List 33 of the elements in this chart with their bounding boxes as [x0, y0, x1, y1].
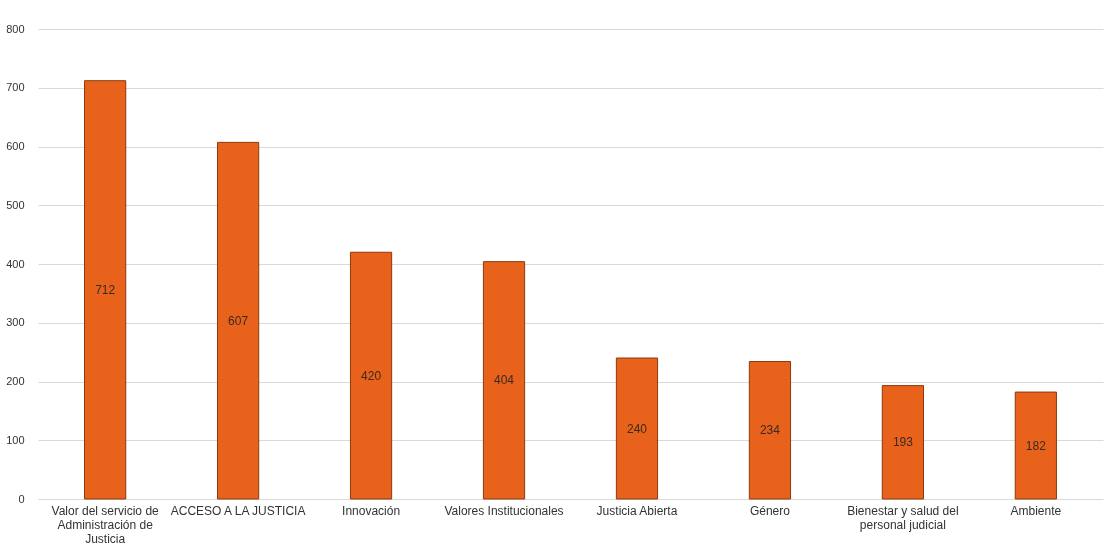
- x-tick-label: Ambiente: [1010, 503, 1062, 518]
- data-label: 420: [361, 368, 382, 383]
- x-tick-label: Valores Institucionales: [444, 503, 564, 518]
- data-label: 607: [228, 313, 249, 328]
- bar: [748, 361, 792, 500]
- y-tick-label: 300: [6, 316, 25, 329]
- y-tick-label: 700: [6, 81, 25, 94]
- x-tick-label: Género: [749, 503, 791, 518]
- data-label: 193: [892, 435, 914, 450]
- x-tick-label: ACCESO A LA JUSTICIA: [170, 503, 306, 518]
- x-tick-label: Bienestar y salud del personal judicial: [847, 503, 959, 532]
- x-tick-label: Innovación: [342, 503, 401, 518]
- y-tick-label: 400: [6, 257, 25, 270]
- bar: [881, 385, 925, 500]
- data-label: 240: [626, 421, 648, 436]
- bar: [216, 141, 260, 500]
- y-tick-label: 0: [18, 492, 25, 505]
- data-label: 182: [1025, 438, 1047, 453]
- data-label: 234: [759, 423, 781, 438]
- y-tick-label: 100: [6, 433, 25, 446]
- y-tick-label: 800: [6, 22, 25, 35]
- y-tick-label: 200: [6, 375, 25, 387]
- data-label: 404: [494, 373, 515, 388]
- x-tick-label: Valor del servicio de Administración de Justicia: [51, 503, 160, 546]
- y-tick-label: 600: [6, 140, 25, 152]
- data-label: 712: [95, 282, 116, 297]
- x-tick-label: Justicia Abierta: [596, 503, 678, 518]
- bar: [84, 80, 127, 500]
- bar: [349, 251, 393, 500]
- y-tick-label: 500: [6, 198, 25, 211]
- bar: [1014, 391, 1057, 500]
- bar: [615, 357, 659, 500]
- bar: [482, 261, 526, 500]
